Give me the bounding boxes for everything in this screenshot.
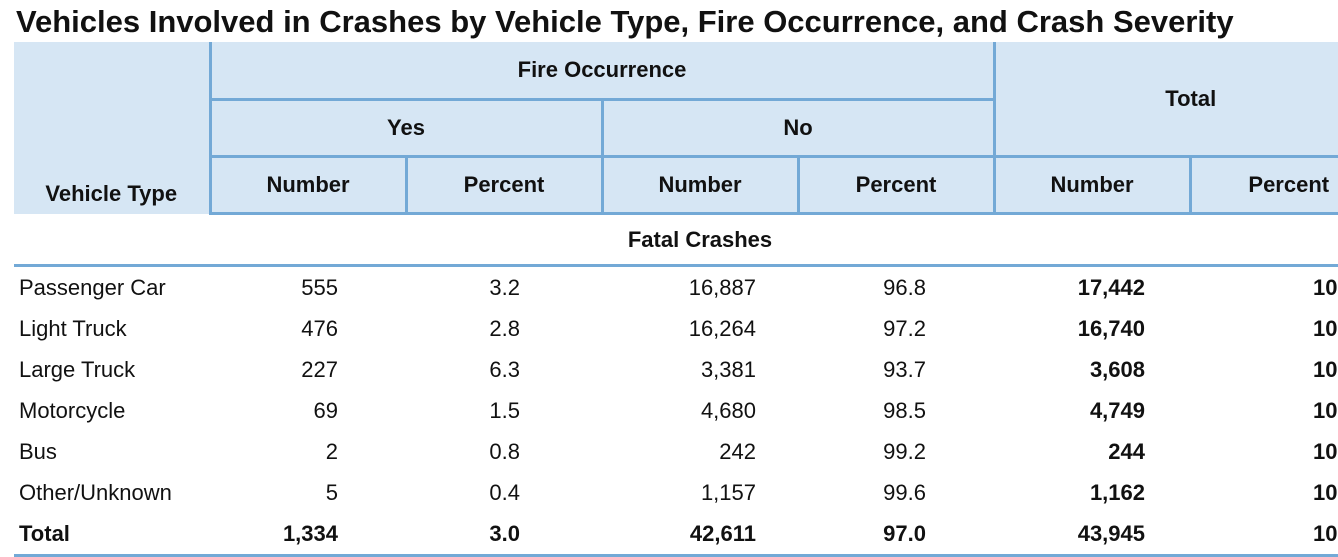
cell-yes-number: 69 bbox=[313, 397, 338, 423]
cell-total-number: 43,945 bbox=[994, 513, 1190, 557]
cell-yes-percent: 0.4 bbox=[489, 479, 520, 505]
cell-vehicle-type: Light Truck bbox=[19, 315, 127, 341]
cell-no-number: 42,611 bbox=[602, 513, 798, 557]
cell-total-number: 16,740 bbox=[1077, 315, 1145, 341]
cell-total-percent: 100.0 bbox=[1312, 315, 1338, 341]
cell-vehicle-type: Motorcycle bbox=[19, 397, 126, 423]
header-fire-occurrence: Fire Occurrence bbox=[208, 42, 994, 101]
cell-no-percent: 93.7 bbox=[883, 356, 926, 382]
header-no-number: Number bbox=[600, 156, 798, 215]
cell-yes-percent: 3.0 bbox=[406, 513, 602, 557]
table-row: Other/Unknown 5 0.4 1,157 99.6 1,162 100… bbox=[14, 472, 1338, 513]
cell-no-percent: 96.8 bbox=[883, 274, 926, 300]
crash-table: Vehicle Type Fire Occurrence Total Yes N… bbox=[14, 42, 1338, 557]
table-title: Vehicles Involved in Crashes by Vehicle … bbox=[16, 4, 1234, 39]
cell-vehicle-type: Passenger Car bbox=[19, 274, 166, 300]
cell-no-number: 16,887 bbox=[688, 274, 756, 300]
table-row: Passenger Car 555 3.2 16,887 96.8 17,442… bbox=[14, 266, 1338, 309]
cell-yes-percent: 1.5 bbox=[489, 397, 520, 423]
cell-yes-percent: 6.3 bbox=[489, 356, 520, 382]
header-yes-number: Number bbox=[208, 156, 406, 215]
cell-total-number: 1,162 bbox=[1089, 479, 1145, 505]
header-total: Total bbox=[992, 42, 1338, 158]
header-yes: Yes bbox=[208, 99, 602, 158]
table-row: Large Truck 227 6.3 3,381 93.7 3,608 100… bbox=[14, 349, 1338, 390]
cell-vehicle-type: Other/Unknown bbox=[19, 479, 172, 505]
cell-no-number: 4,680 bbox=[700, 397, 756, 423]
cell-yes-number: 227 bbox=[301, 356, 338, 382]
table-row: Motorcycle 69 1.5 4,680 98.5 4,749 100.0 bbox=[14, 390, 1338, 431]
cell-vehicle-type: Bus bbox=[19, 438, 57, 464]
cell-no-number: 16,264 bbox=[688, 315, 756, 341]
header-no-percent: Percent bbox=[796, 156, 994, 215]
header-total-percent: Percent bbox=[1188, 156, 1338, 215]
header-no: No bbox=[600, 99, 994, 158]
cell-yes-number: 476 bbox=[301, 315, 338, 341]
cell-vehicle-type: Total bbox=[14, 513, 210, 557]
cell-total-number: 17,442 bbox=[1077, 274, 1145, 300]
header-yes-percent: Percent bbox=[404, 156, 602, 215]
cell-total-number: 3,608 bbox=[1089, 356, 1145, 382]
cell-yes-number: 1,334 bbox=[210, 513, 406, 557]
table-row: Light Truck 476 2.8 16,264 97.2 16,740 1… bbox=[14, 308, 1338, 349]
cell-no-number: 3,381 bbox=[700, 356, 756, 382]
cell-no-number: 242 bbox=[719, 438, 756, 464]
cell-no-percent: 97.2 bbox=[883, 315, 926, 341]
cell-total-number: 244 bbox=[1108, 438, 1145, 464]
cell-total-percent: 100.0 bbox=[1312, 274, 1338, 300]
cell-vehicle-type: Large Truck bbox=[19, 356, 136, 382]
cell-no-percent: 97.0 bbox=[798, 513, 994, 557]
cell-total-percent: 100.0 bbox=[1312, 438, 1338, 464]
cell-yes-number: 2 bbox=[325, 438, 338, 464]
cell-yes-percent: 2.8 bbox=[489, 315, 520, 341]
cell-no-percent: 98.5 bbox=[883, 397, 926, 423]
header-total-number: Number bbox=[992, 156, 1190, 215]
total-row: Total 1,334 3.0 42,611 97.0 43,945 100.0 bbox=[14, 513, 1338, 557]
header-vehicle-type: Vehicle Type bbox=[14, 42, 210, 214]
table-row: Bus 2 0.8 242 99.2 244 100.0 bbox=[14, 431, 1338, 472]
cell-no-number: 1,157 bbox=[700, 479, 756, 505]
cell-no-percent: 99.2 bbox=[883, 438, 926, 464]
cell-no-percent: 99.6 bbox=[883, 479, 926, 505]
cell-total-percent: 100.0 bbox=[1312, 397, 1338, 423]
section-fatal-crashes: Fatal Crashes bbox=[14, 213, 1338, 267]
cell-total-number: 4,749 bbox=[1089, 397, 1145, 423]
cell-yes-number: 555 bbox=[301, 274, 338, 300]
cell-total-percent: 100.0 bbox=[1312, 356, 1338, 382]
cell-yes-percent: 0.8 bbox=[489, 438, 520, 464]
cell-total-percent: 100.0 bbox=[1190, 513, 1338, 557]
cell-total-percent: 100.0 bbox=[1312, 479, 1338, 505]
cell-yes-percent: 3.2 bbox=[489, 274, 520, 300]
cell-yes-number: 5 bbox=[325, 479, 338, 505]
